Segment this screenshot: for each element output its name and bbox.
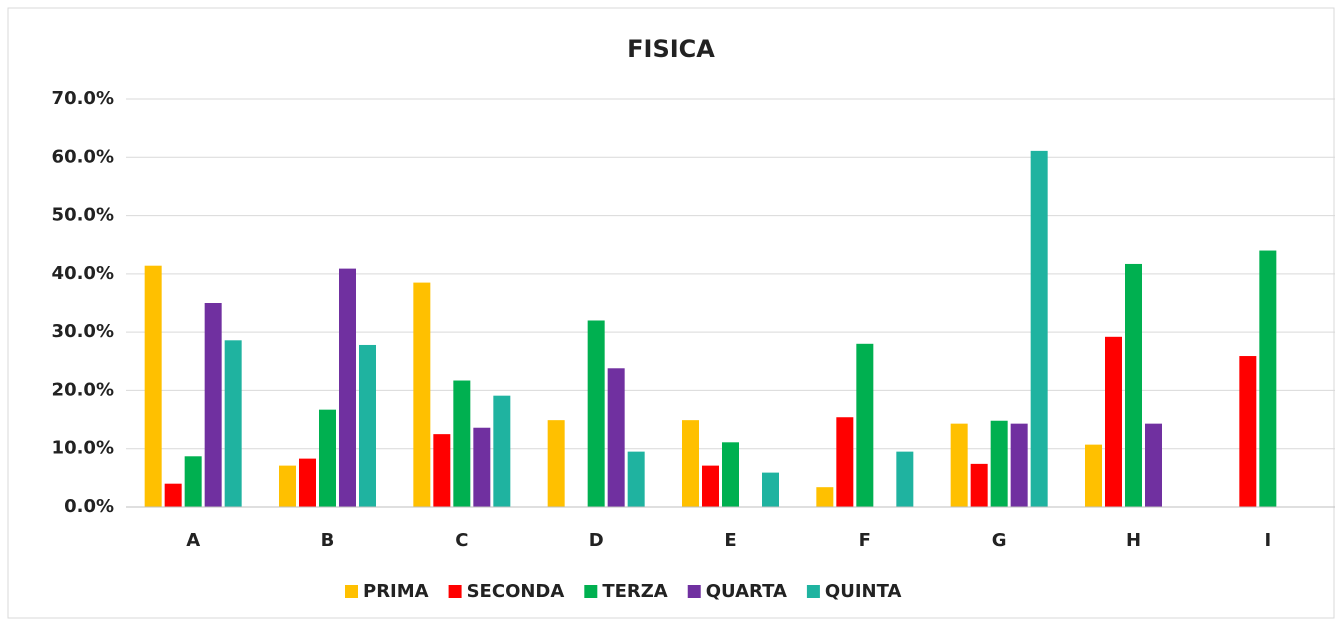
bar — [224, 340, 242, 507]
bar — [816, 487, 834, 507]
x-tick-label: I — [1264, 530, 1271, 551]
bar — [1259, 250, 1277, 508]
x-tick-label: F — [859, 530, 871, 551]
bar — [836, 417, 854, 507]
legend-label: SECONDA — [467, 581, 565, 602]
chart-title: FISICA — [627, 35, 715, 63]
y-tick-label: 20.0% — [52, 379, 114, 400]
legend-label: QUINTA — [825, 581, 902, 602]
bar — [1105, 336, 1122, 507]
bar — [1145, 423, 1162, 507]
legend-swatch — [806, 585, 820, 598]
bar — [299, 458, 316, 507]
bar — [279, 465, 296, 507]
bar — [896, 451, 914, 507]
y-tick-label: 10.0% — [52, 438, 114, 459]
x-tick-label: D — [589, 530, 604, 551]
bar — [1085, 444, 1102, 507]
bar — [184, 456, 202, 507]
bar — [1125, 263, 1142, 507]
x-tick-label: G — [992, 530, 1007, 551]
bar — [473, 427, 491, 507]
bar — [950, 423, 968, 507]
y-tick-label: 30.0% — [52, 321, 114, 342]
bar — [1030, 150, 1048, 508]
bar — [970, 463, 988, 507]
bar — [1010, 423, 1028, 507]
y-tick-label: 0.0% — [64, 496, 114, 517]
legend-swatch — [345, 585, 358, 598]
bar — [607, 368, 625, 507]
bar — [547, 420, 565, 507]
legend-label: TERZA — [602, 581, 667, 602]
bar — [144, 265, 162, 507]
bar — [433, 434, 451, 507]
y-tick-label: 70.0% — [52, 88, 114, 109]
bar — [319, 409, 336, 507]
legend-swatch — [687, 585, 701, 598]
bar — [453, 380, 471, 507]
x-tick-label: E — [724, 530, 736, 551]
bar — [762, 472, 779, 507]
bar — [339, 268, 356, 507]
legend-swatch — [584, 585, 598, 598]
bar — [204, 303, 222, 507]
bar — [493, 395, 511, 507]
bar — [990, 420, 1008, 507]
bar — [682, 420, 699, 507]
x-tick-label: B — [321, 530, 335, 551]
bar — [359, 344, 376, 507]
x-tick-label: A — [186, 530, 200, 551]
legend-label: QUARTA — [706, 581, 787, 602]
bar — [856, 343, 874, 507]
bar — [722, 442, 739, 507]
bar — [587, 320, 605, 507]
bar — [413, 282, 431, 507]
x-tick-label: C — [455, 530, 468, 551]
bar — [702, 465, 719, 507]
chart-frame — [7, 7, 1335, 619]
y-tick-label: 40.0% — [52, 263, 114, 284]
legend-label: PRIMA — [363, 581, 429, 602]
y-tick-label: 50.0% — [52, 205, 114, 226]
bar — [1239, 356, 1257, 507]
legend-swatch — [448, 585, 462, 598]
y-tick-label: 60.0% — [52, 146, 114, 167]
x-tick-label: H — [1126, 530, 1141, 551]
bar — [164, 483, 182, 507]
bar — [627, 451, 645, 507]
